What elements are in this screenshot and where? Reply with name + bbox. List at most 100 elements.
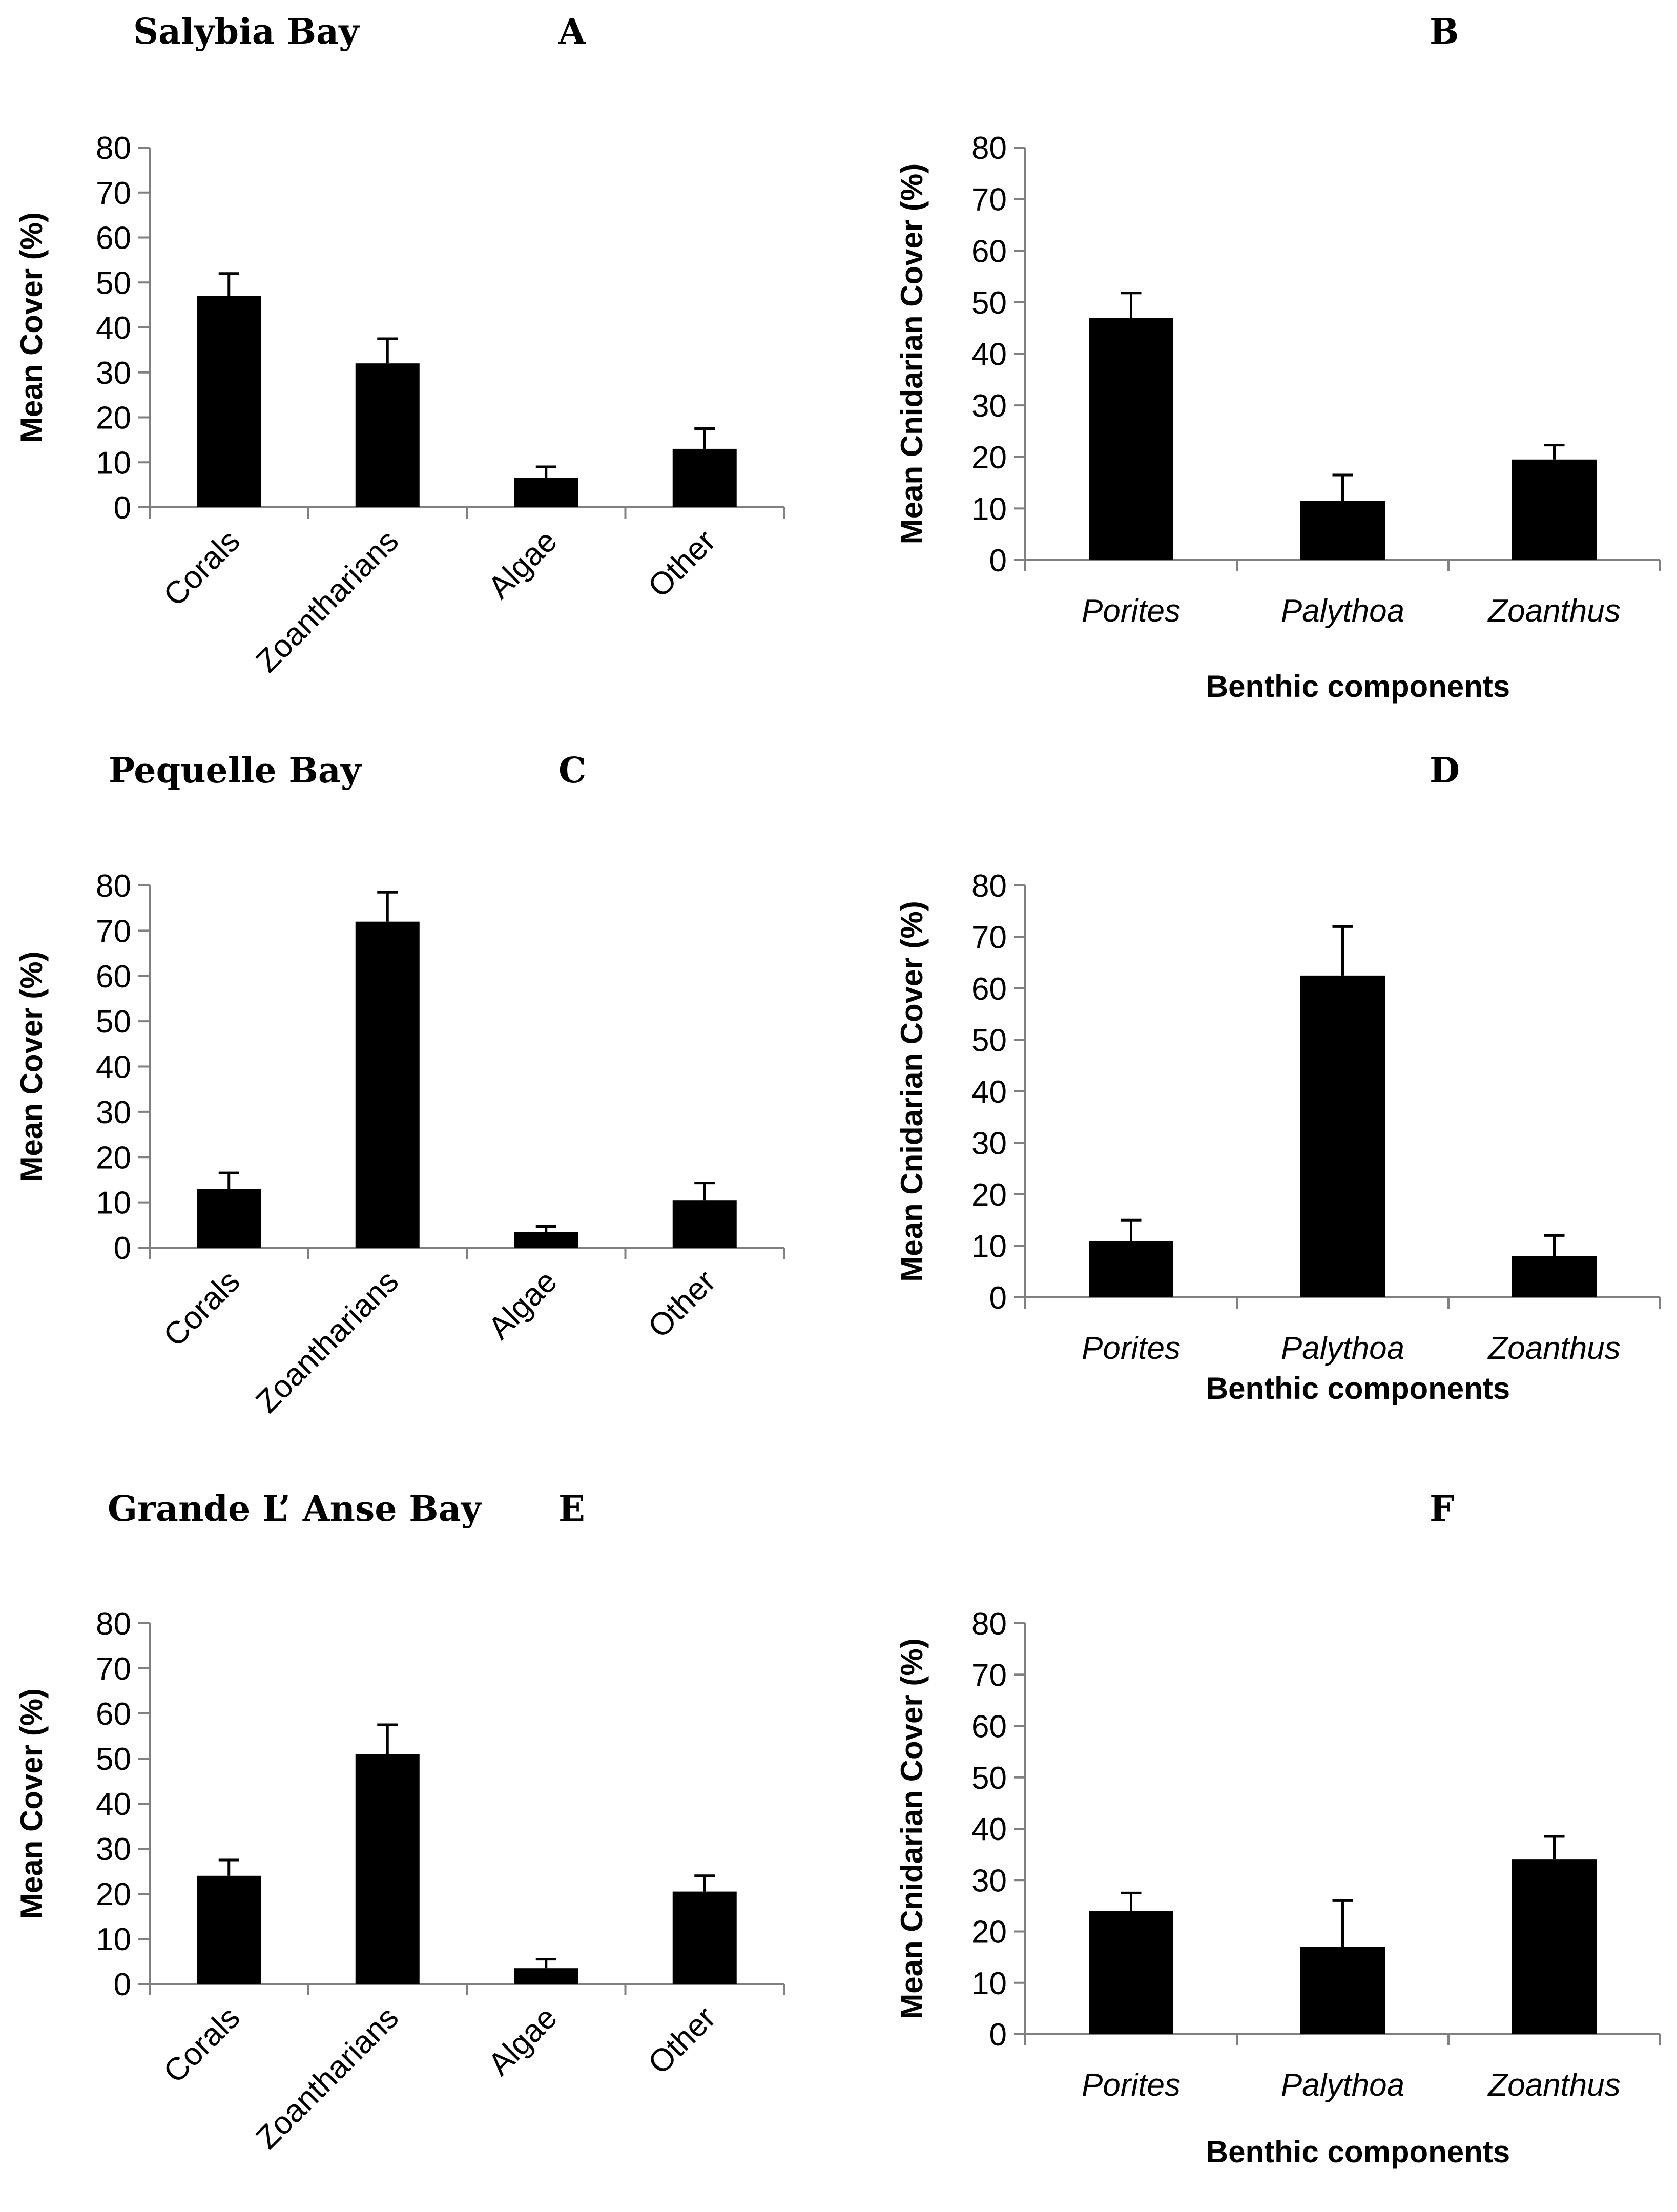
- y-tick-label: 10: [96, 1922, 131, 1957]
- x-category-label: Other: [641, 523, 722, 604]
- x-category-label: Zoantharians: [249, 1264, 405, 1420]
- y-tick-label: 40: [971, 1812, 1007, 1847]
- bar-corals: [197, 296, 261, 507]
- chart-panel-d: D 0 10 20 30 40 50 60 70 80 Porites Palythoa Zoanthu…: [895, 750, 1661, 1405]
- panel-letter: A: [558, 11, 586, 52]
- x-category-label: Porites: [1082, 2068, 1181, 2103]
- y-tick-label: 0: [114, 1967, 131, 2002]
- y-tick-label: 40: [971, 1074, 1007, 1110]
- x-category-label: Corals: [157, 523, 246, 613]
- x-category-label: Zoantharians: [249, 2000, 405, 2156]
- y-axis-title: Mean Cover (%): [14, 951, 49, 1182]
- y-tick-label: 50: [96, 1742, 131, 1777]
- y-tick-label: 80: [96, 1606, 131, 1642]
- panel-letter: B: [1430, 11, 1459, 52]
- bar-zoantharians: [355, 363, 420, 507]
- site-title: Pequelle Bay: [109, 750, 362, 791]
- x-category-label: Other: [641, 1264, 722, 1345]
- y-tick-label: 60: [971, 234, 1007, 269]
- y-tick-label: 60: [96, 1697, 131, 1732]
- x-category-label: Algae: [482, 523, 564, 606]
- x-category-label: Palythoa: [1281, 1331, 1404, 1366]
- y-tick-label: 40: [96, 1787, 131, 1822]
- y-tick-label: 10: [96, 1186, 131, 1221]
- y-tick-label: 40: [971, 337, 1007, 373]
- y-tick-label: 20: [96, 1877, 131, 1912]
- bar-porites: [1089, 1911, 1173, 2034]
- x-category-label: Porites: [1082, 593, 1181, 629]
- x-axis-title: Benthic components: [1206, 1371, 1510, 1405]
- y-tick-label: 0: [114, 490, 131, 526]
- x-category-label: Palythoa: [1281, 2068, 1404, 2103]
- bar-algae: [514, 1968, 578, 1984]
- y-tick-label: 30: [96, 1832, 131, 1867]
- bar-porites: [1089, 1241, 1173, 1297]
- chart-panel-f: F 0 10 20 30 40 50 60 70 80 Porites Palythoa Zoanthu…: [895, 1489, 1661, 2169]
- y-axis-title: Mean Cnidarian Cover (%): [895, 1638, 929, 2019]
- y-tick-label: 60: [971, 1709, 1007, 1745]
- y-tick-label: 0: [114, 1231, 131, 1266]
- y-tick-label: 50: [971, 1761, 1007, 1796]
- y-tick-label: 20: [971, 440, 1007, 476]
- y-tick-label: 40: [96, 1050, 131, 1085]
- bar-palythoa: [1300, 501, 1385, 560]
- y-tick-label: 80: [971, 1606, 1007, 1642]
- y-tick-label: 60: [96, 221, 131, 256]
- y-tick-label: 30: [971, 388, 1007, 424]
- y-tick-label: 70: [96, 914, 131, 949]
- x-category-label: Zoanthus: [1487, 1331, 1621, 1366]
- y-tick-label: 70: [96, 1651, 131, 1687]
- bar-porites: [1089, 318, 1173, 560]
- y-axis-title: Mean Cnidarian Cover (%): [895, 901, 929, 1281]
- y-tick-label: 80: [96, 869, 131, 904]
- y-tick-label: 60: [96, 959, 131, 995]
- bar-palythoa: [1300, 975, 1385, 1297]
- y-tick-label: 50: [96, 265, 131, 301]
- y-tick-label: 0: [989, 543, 1007, 578]
- bar-zoantharians: [355, 921, 420, 1248]
- y-axis-title: Mean Cover (%): [14, 1688, 49, 1919]
- x-category-label: Porites: [1082, 1331, 1181, 1366]
- y-tick-label: 70: [971, 182, 1007, 218]
- x-category-label: Other: [641, 2000, 722, 2081]
- y-tick-label: 20: [971, 1177, 1007, 1213]
- bar-zoantharians: [355, 1754, 420, 1984]
- y-tick-label: 40: [96, 311, 131, 346]
- y-tick-label: 50: [971, 285, 1007, 321]
- bar-other: [672, 1200, 737, 1248]
- bar-palythoa: [1300, 1947, 1385, 2034]
- bar-zoanthus: [1512, 1859, 1597, 2034]
- panel-letter: F: [1430, 1489, 1454, 1529]
- x-axis-title: Benthic components: [1206, 2135, 1510, 2169]
- y-tick-label: 50: [971, 1023, 1007, 1059]
- y-tick-label: 10: [96, 445, 131, 481]
- bar-corals: [197, 1875, 261, 1984]
- bar-zoanthus: [1512, 459, 1597, 560]
- panel-letter: C: [558, 750, 586, 791]
- y-tick-label: 80: [96, 131, 131, 166]
- y-tick-label: 10: [971, 1966, 1007, 2001]
- x-category-label: Zoanthus: [1487, 2068, 1621, 2103]
- x-category-label: Corals: [157, 1264, 246, 1353]
- y-tick-label: 20: [96, 1140, 131, 1175]
- chart-panel-e: Grande L’ Anse Bay E 0 10 20 30 40 50 60 70 80 Cora…: [14, 1489, 785, 2156]
- y-tick-label: 0: [989, 2017, 1007, 2053]
- bar-corals: [197, 1189, 261, 1248]
- x-category-label: Algae: [482, 2000, 564, 2082]
- chart-panel-c: Pequelle Bay C 0 10 20 30 40 50 60 70 80 Corals Zoan…: [14, 750, 785, 1420]
- site-title: Salybia Bay: [133, 11, 360, 52]
- y-tick-label: 10: [971, 1229, 1007, 1265]
- x-category-label: Algae: [482, 1264, 564, 1346]
- y-tick-label: 60: [971, 971, 1007, 1007]
- y-tick-label: 80: [971, 869, 1007, 904]
- y-tick-label: 30: [971, 1863, 1007, 1898]
- y-tick-label: 30: [96, 356, 131, 391]
- bar-algae: [514, 1232, 578, 1248]
- y-tick-label: 70: [971, 920, 1007, 956]
- x-category-label: Zoantharians: [249, 523, 405, 679]
- x-category-label: Corals: [157, 2000, 246, 2090]
- bar-algae: [514, 478, 578, 507]
- site-title: Grande L’ Anse Bay: [108, 1489, 483, 1529]
- y-axis-title: Mean Cnidarian Cover (%): [895, 163, 929, 544]
